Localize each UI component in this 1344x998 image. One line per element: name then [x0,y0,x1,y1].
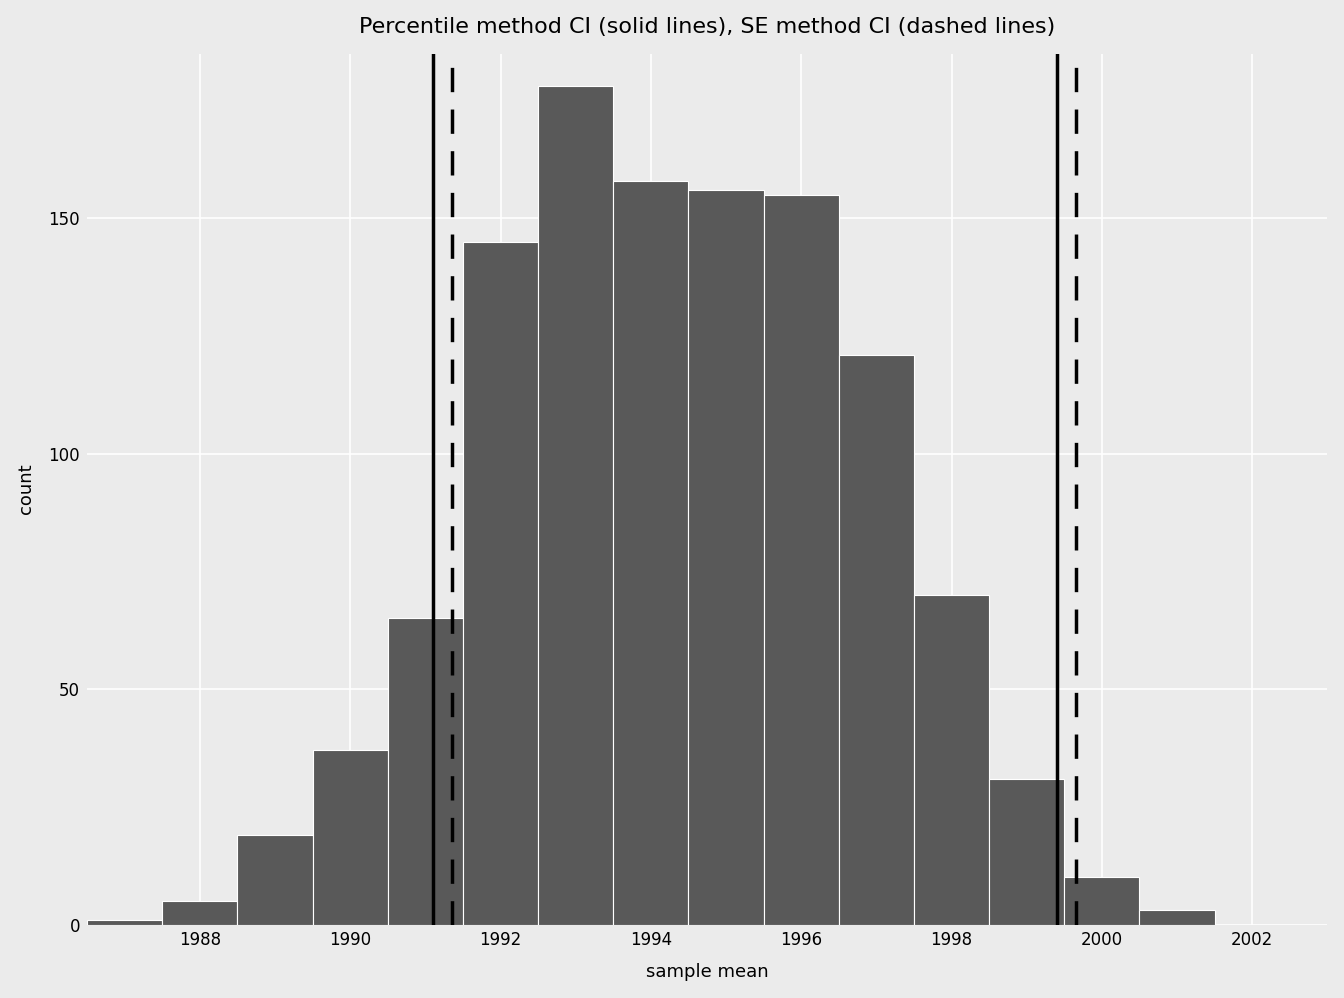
Bar [238,835,313,924]
Bar [989,778,1064,924]
Bar [763,195,839,924]
Bar [163,901,238,924]
Bar [388,619,462,924]
Bar [1140,910,1215,924]
Bar [1064,877,1140,924]
Bar [688,190,763,924]
X-axis label: sample mean: sample mean [646,963,769,981]
Title: Percentile method CI (solid lines), SE method CI (dashed lines): Percentile method CI (solid lines), SE m… [359,17,1055,37]
Bar [87,920,163,924]
Bar [914,595,989,924]
Y-axis label: count: count [16,464,35,514]
Bar [839,355,914,924]
Bar [313,750,388,924]
Bar [462,242,538,924]
Bar [613,181,688,924]
Bar [538,87,613,924]
